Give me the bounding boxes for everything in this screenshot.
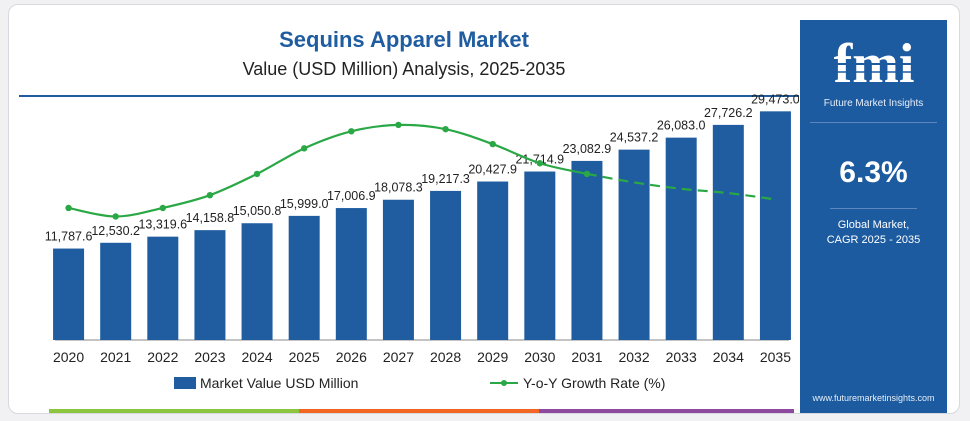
bar-2024	[241, 223, 273, 340]
bar-label-2020: 11,787.6	[45, 230, 93, 244]
bar-2035	[759, 111, 791, 340]
bar-label-2029: 20,427.9	[468, 163, 517, 177]
bar-2030	[524, 171, 556, 340]
bar-2026	[335, 208, 367, 340]
logo-caption: Future Market Insights	[823, 98, 924, 109]
bar-label-2035: 29,473.0	[751, 92, 799, 106]
x-tick-2033: 2033	[666, 349, 697, 365]
stripe-orange	[299, 409, 539, 413]
chart-plot: 11,787.6 2020 12,530.2 2021 13,319.6 2022 14,1…	[45, 92, 799, 365]
chart-card: Sequins Apparel Market Value (USD Millio…	[8, 4, 960, 414]
bar-label-2022: 13,319.6	[138, 218, 187, 232]
stripe-green	[49, 409, 299, 413]
growth-point-2031	[583, 170, 591, 178]
cagr-value: 6.3%	[839, 156, 908, 189]
chart-subtitle: Value (USD Million) Analysis, 2025-2035	[242, 59, 566, 79]
legend-bar-label: Market Value USD Million	[200, 375, 359, 391]
growth-point-2028	[442, 125, 449, 133]
cagr-label-line1: Global Market,	[837, 219, 910, 231]
bar-label-2028: 19,217.3	[421, 172, 470, 186]
bar-2032	[618, 149, 650, 340]
growth-point-2029	[489, 140, 496, 148]
bar-2025	[288, 215, 320, 340]
bar-label-2026: 17,006.9	[327, 189, 376, 203]
bar-2021	[100, 242, 132, 340]
website-link[interactable]: www.futuremarketinsights.com	[812, 393, 935, 403]
x-tick-2034: 2034	[713, 349, 744, 365]
growth-line-projected	[586, 172, 776, 201]
growth-point-2025	[300, 145, 308, 152]
legend-bar-item: Market Value USD Million	[174, 375, 358, 391]
bar-label-2030: 21,714.9	[515, 153, 564, 167]
x-tick-2027: 2027	[383, 349, 414, 365]
chart-title: Sequins Apparel Market	[279, 27, 529, 52]
legend-bar-swatch	[174, 377, 196, 389]
bar-label-2024: 15,050.8	[233, 204, 282, 218]
x-tick-2029: 2029	[477, 349, 508, 365]
growth-point-2024	[253, 170, 261, 178]
bar-label-2031: 23,082.9	[563, 142, 612, 156]
sidebar-divider-top	[810, 122, 937, 123]
bar-2022	[147, 236, 179, 340]
bar-2029	[477, 181, 509, 340]
bar-label-2033: 26,083.0	[657, 119, 706, 133]
bar-label-2025: 15,999.0	[280, 197, 329, 211]
x-tick-2031: 2031	[571, 349, 602, 365]
bar-label-2021: 12,530.2	[91, 224, 140, 238]
x-tick-2023: 2023	[194, 349, 225, 365]
x-tick-2030: 2030	[524, 349, 555, 365]
cagr-label-line2: CAGR 2025 - 2035	[826, 234, 921, 246]
x-tick-2022: 2022	[147, 349, 178, 365]
x-tick-2025: 2025	[289, 349, 320, 365]
bar-2033	[665, 137, 697, 340]
fmi-logo-icon: fmi	[828, 34, 920, 94]
bar-label-2032: 24,537.2	[610, 131, 659, 145]
bar-label-2027: 18,078.3	[374, 181, 423, 195]
x-tick-2028: 2028	[430, 349, 461, 365]
bar-2031	[571, 160, 603, 340]
x-tick-2035: 2035	[760, 349, 791, 365]
legend-line-label: Y-o-Y Growth Rate (%)	[523, 375, 666, 391]
bar-2028	[430, 190, 462, 340]
stripe-purple	[539, 409, 794, 413]
chart-area: Sequins Apparel Market Value (USD Millio…	[9, 5, 799, 413]
growth-point-2030	[536, 160, 544, 167]
cagr-label: Global Market, CAGR 2025 - 2035	[800, 218, 947, 248]
title-divider	[19, 95, 799, 97]
bar-2023	[194, 230, 226, 340]
growth-point-2020	[65, 204, 72, 212]
growth-point-2026	[348, 128, 355, 135]
x-tick-2020: 2020	[53, 349, 84, 365]
bar-2020	[53, 248, 85, 340]
x-tick-2032: 2032	[618, 349, 649, 365]
legend-line-item: Y-o-Y Growth Rate (%)	[489, 375, 665, 391]
bar-2034	[712, 124, 744, 340]
brand-sidebar: fmi Future Market Insights 6.3% Global M…	[800, 20, 947, 413]
bar-label-2034: 27,726.2	[704, 106, 753, 120]
sidebar-divider-mid	[830, 208, 917, 209]
legend-line-swatch	[490, 380, 518, 386]
growth-point-2021	[112, 213, 119, 220]
x-tick-2024: 2024	[241, 349, 272, 365]
growth-point-2023	[206, 191, 214, 199]
growth-point-2022	[159, 204, 167, 212]
x-tick-2026: 2026	[336, 349, 367, 365]
bar-2027	[382, 199, 414, 340]
growth-point-2027	[395, 121, 402, 129]
x-tick-2021: 2021	[100, 349, 131, 365]
bar-label-2023: 14,158.8	[186, 211, 235, 225]
growth-line-actual	[68, 123, 588, 218]
